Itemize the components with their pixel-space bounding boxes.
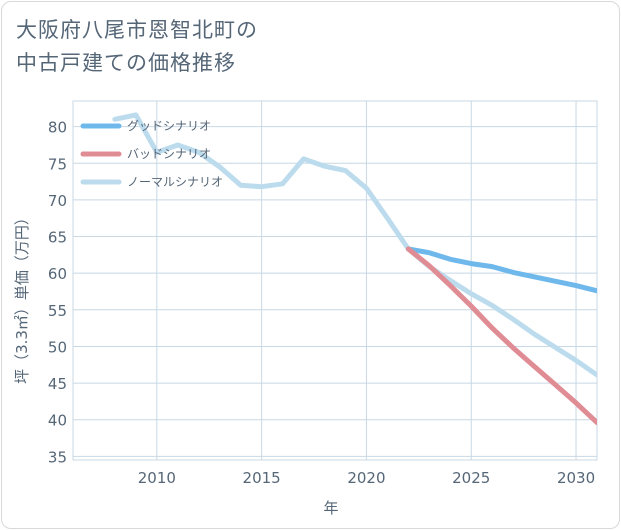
y-tick-label: 45	[48, 375, 67, 393]
y-tick-label: 35	[48, 448, 67, 466]
x-tick-label: 2010	[138, 469, 176, 487]
y-tick-label: 80	[48, 119, 67, 137]
x-tick-label: 2020	[347, 469, 385, 487]
x-tick-label: 2030	[557, 469, 595, 487]
plot-border	[72, 100, 598, 461]
x-tick-label: 2015	[243, 469, 281, 487]
title-line-2: 中古戸建ての価格推移	[16, 51, 236, 75]
legend-label: ノーマルシナリオ	[127, 175, 223, 189]
y-tick-label: 55	[48, 302, 67, 320]
series-line-0	[405, 246, 597, 294]
y-axis-title: 坪（3.3㎡）単価（万円）	[13, 210, 31, 384]
legend-label: バッドシナリオ	[127, 147, 211, 161]
legend-label: グッドシナリオ	[127, 119, 211, 133]
series-lines	[112, 112, 597, 426]
y-tick-label: 65	[48, 229, 67, 247]
x-tick-label: 2025	[452, 469, 490, 487]
y-tick-label: 50	[48, 338, 67, 356]
x-axis-ticks: 2010 2015 2020 2025 2030	[138, 469, 595, 487]
series-line-2	[112, 112, 597, 378]
y-axis-ticks: 35 40 45 50 55 60 65 70 75 80	[48, 119, 67, 467]
page-title: 大阪府八尾市恩智北町の 中古戸建ての価格推移	[16, 14, 258, 80]
y-tick-label: 70	[48, 192, 67, 210]
y-tick-label: 60	[48, 265, 67, 283]
title-line-1: 大阪府八尾市恩智北町の	[16, 18, 258, 42]
x-axis-title: 年	[323, 499, 338, 517]
series-line-1	[405, 246, 597, 426]
y-tick-label: 75	[48, 155, 67, 173]
y-tick-label: 40	[48, 412, 67, 430]
